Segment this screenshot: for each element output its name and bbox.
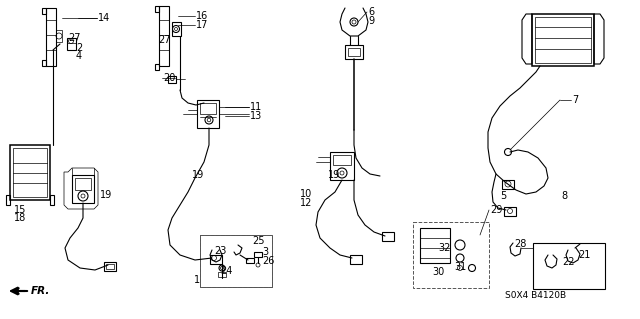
- Text: 18: 18: [14, 213, 26, 223]
- Text: 24: 24: [220, 266, 232, 276]
- Bar: [172, 22, 181, 36]
- Bar: [333, 155, 351, 165]
- Text: FR.: FR.: [31, 286, 51, 296]
- Text: S0X4 B4120B: S0X4 B4120B: [505, 292, 566, 300]
- Bar: [246, 258, 254, 263]
- Bar: [348, 48, 360, 56]
- Bar: [10, 145, 50, 200]
- Text: 31: 31: [454, 262, 467, 272]
- Text: 25: 25: [252, 236, 264, 246]
- Bar: [413, 222, 489, 288]
- Text: 14: 14: [98, 13, 110, 23]
- Text: 4: 4: [76, 51, 82, 61]
- Bar: [72, 175, 94, 203]
- Bar: [67, 38, 76, 50]
- Text: 10: 10: [300, 189, 312, 199]
- Text: 6: 6: [368, 7, 374, 17]
- Bar: [504, 207, 516, 216]
- Text: 8: 8: [561, 191, 567, 201]
- Text: 11: 11: [250, 102, 262, 112]
- Bar: [533, 243, 605, 289]
- Bar: [104, 262, 116, 271]
- Bar: [350, 255, 362, 264]
- Bar: [106, 264, 114, 269]
- Bar: [200, 103, 216, 114]
- Text: 9: 9: [368, 16, 374, 26]
- Text: 28: 28: [514, 239, 526, 249]
- Text: 27: 27: [68, 33, 81, 43]
- Text: 27: 27: [158, 35, 170, 45]
- Bar: [159, 6, 169, 66]
- Text: 7: 7: [572, 95, 579, 105]
- Bar: [56, 30, 62, 42]
- Bar: [200, 235, 272, 287]
- Text: 15: 15: [14, 205, 26, 215]
- Text: 22: 22: [562, 257, 575, 267]
- Bar: [168, 76, 176, 83]
- Bar: [197, 100, 219, 128]
- Bar: [502, 180, 514, 189]
- Bar: [345, 45, 363, 59]
- Bar: [420, 228, 450, 263]
- Text: 29: 29: [490, 205, 502, 215]
- Text: 16: 16: [196, 11, 208, 21]
- Text: 26: 26: [262, 256, 275, 266]
- Text: 30: 30: [432, 267, 444, 277]
- Bar: [210, 255, 222, 264]
- Text: 32: 32: [438, 243, 451, 253]
- Text: 12: 12: [300, 198, 312, 208]
- Text: 13: 13: [250, 111, 262, 121]
- Text: 20: 20: [163, 73, 175, 83]
- Text: 17: 17: [196, 20, 209, 30]
- Text: 3: 3: [262, 247, 268, 257]
- Text: 5: 5: [500, 191, 506, 201]
- Text: 1: 1: [194, 275, 200, 285]
- Text: 21: 21: [578, 250, 590, 260]
- Bar: [46, 8, 56, 66]
- Text: 19: 19: [328, 170, 340, 180]
- Bar: [75, 178, 91, 190]
- Bar: [330, 152, 354, 180]
- Text: 23: 23: [214, 246, 227, 256]
- Text: 19: 19: [192, 170, 204, 180]
- Bar: [254, 252, 262, 257]
- Text: 19: 19: [100, 190, 112, 200]
- Bar: [218, 272, 226, 277]
- Bar: [535, 17, 591, 63]
- Bar: [13, 148, 47, 197]
- Text: 2: 2: [76, 43, 83, 53]
- Bar: [382, 232, 394, 241]
- Bar: [532, 14, 594, 66]
- Bar: [200, 235, 272, 287]
